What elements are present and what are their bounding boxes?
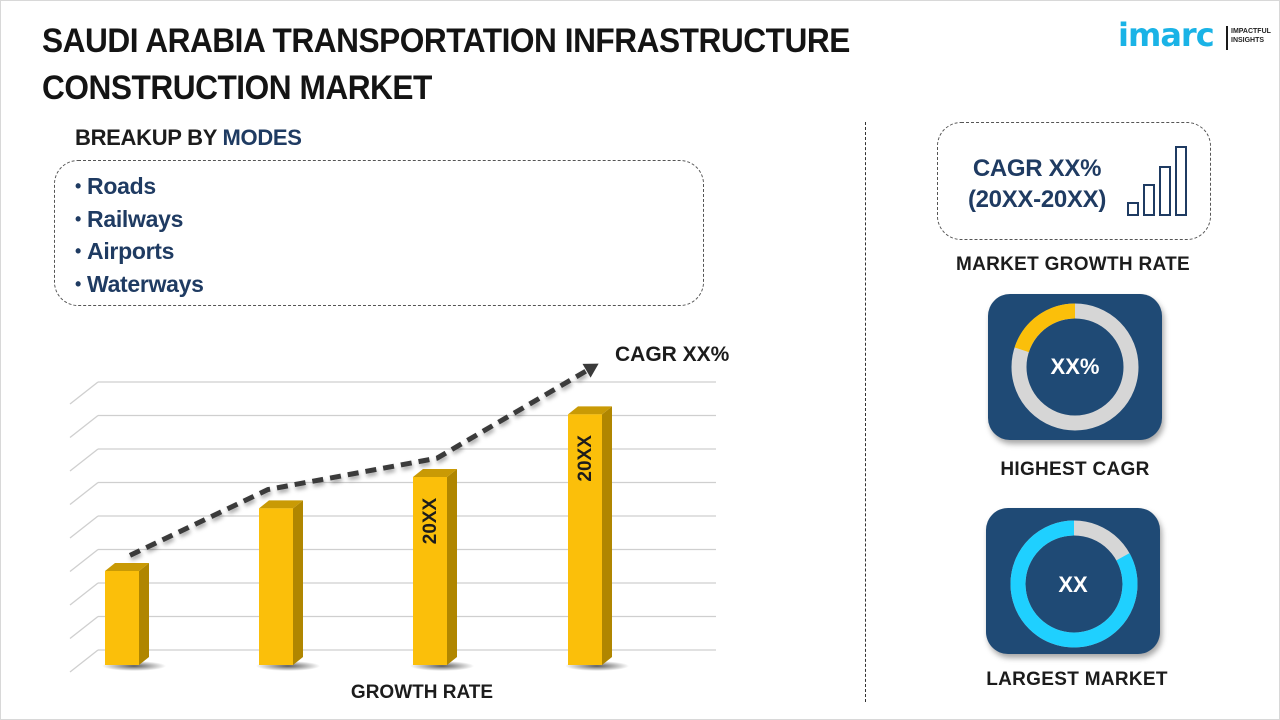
- gridline-depth: [69, 649, 99, 673]
- bar-side: [293, 500, 303, 665]
- bar-side: [139, 563, 149, 665]
- modes-box: Roads Railways Airports Waterways: [54, 160, 704, 306]
- gridline-depth: [69, 515, 99, 539]
- cagr-text: CAGR XX% (20XX-20XX): [952, 153, 1122, 215]
- bar-label: 20XX: [420, 497, 441, 544]
- bar-front: [568, 414, 602, 665]
- bar-top: [259, 500, 303, 509]
- bar-chart-icon: [1127, 146, 1187, 216]
- cagr-period: (20XX-20XX): [967, 186, 1107, 213]
- chart-trend: [128, 363, 599, 558]
- gridline-depth: [69, 582, 99, 606]
- largest-market-value: XX: [1058, 572, 1088, 597]
- chart-bars: 20XX 20XX: [102, 406, 629, 671]
- breakup-heading-highlight: MODES: [222, 125, 302, 150]
- gridline-depth: [69, 615, 99, 640]
- highest-cagr-value: XX%: [1050, 354, 1100, 379]
- logo-tagline-2: INSIGHTS: [1231, 37, 1265, 44]
- bar-front: [259, 508, 293, 665]
- bar-label: 20XX: [575, 435, 596, 482]
- market-growth-caption: MARKET GROWTH RATE: [955, 254, 1191, 275]
- highest-cagr-caption: HIGHEST CAGR: [1000, 459, 1150, 480]
- mode-item-roads: Roads: [75, 171, 204, 204]
- market-growth-box: CAGR XX% (20XX-20XX): [937, 122, 1211, 240]
- bar-side: [602, 406, 612, 665]
- mode-item-airports: Airports: [75, 236, 204, 269]
- breakup-heading-prefix: BREAKUP BY: [75, 125, 217, 150]
- bar-1: [102, 563, 166, 671]
- ring-progress: [1011, 303, 1139, 431]
- bar-side: [447, 469, 457, 665]
- trend-annotation: CAGR XX%: [615, 343, 730, 366]
- bar-4: 20XX: [565, 406, 629, 671]
- ring-progress: [1010, 520, 1138, 648]
- title-line-1: SAUDI ARABIA TRANSPORTATION INFRASTRUCTU…: [42, 22, 850, 60]
- bar-front: [413, 477, 447, 665]
- gridline-depth: [69, 381, 99, 405]
- highest-cagr-card: XX%: [988, 294, 1162, 440]
- gridline-depth: [69, 414, 99, 439]
- modes-list: Roads Railways Airports Waterways: [75, 171, 204, 301]
- highest-cagr-ring: [1011, 303, 1139, 431]
- bar-top: [105, 563, 149, 571]
- gridline-depth: [69, 481, 99, 506]
- gridline-depth: [69, 548, 99, 573]
- x-axis-label: GROWTH RATE: [351, 682, 493, 703]
- largest-market-ring: [1010, 520, 1138, 648]
- bar-2: [256, 500, 320, 671]
- logo-tagline: IMPACTFUL INSIGHTS: [1231, 27, 1271, 45]
- bar-3: 20XX: [410, 469, 474, 671]
- page-title: SAUDI ARABIA TRANSPORTATION INFRASTRUCTU…: [42, 18, 879, 112]
- logo-tagline-1: IMPACTFUL: [1231, 28, 1271, 35]
- cagr-value: CAGR XX%: [972, 155, 1102, 182]
- largest-market-caption: LARGEST MARKET: [986, 669, 1168, 690]
- gridline-depth: [69, 448, 99, 472]
- section-divider: [865, 122, 866, 702]
- imarc-logo: imarc IMPACTFUL INSIGHTS: [1118, 10, 1278, 54]
- title-line-2: CONSTRUCTION MARKET: [42, 69, 432, 107]
- logo-separator: [1226, 26, 1228, 50]
- bar-front: [105, 571, 139, 665]
- logo-wordmark: imarc: [1118, 16, 1215, 54]
- chart-gridlines: [69, 381, 716, 673]
- trend-arrowhead: [582, 363, 599, 378]
- mode-item-waterways: Waterways: [75, 269, 204, 302]
- largest-market-card: XX: [986, 508, 1160, 654]
- mode-item-railways: Railways: [75, 204, 204, 237]
- trend-line: [128, 366, 592, 558]
- bar-top: [413, 469, 457, 477]
- breakup-heading: BREAKUP BY MODES: [75, 125, 302, 151]
- bar-top: [568, 406, 612, 415]
- growth-bar-chart: 20XX 20XX CAGR XX% GROWTH RATE: [69, 343, 730, 703]
